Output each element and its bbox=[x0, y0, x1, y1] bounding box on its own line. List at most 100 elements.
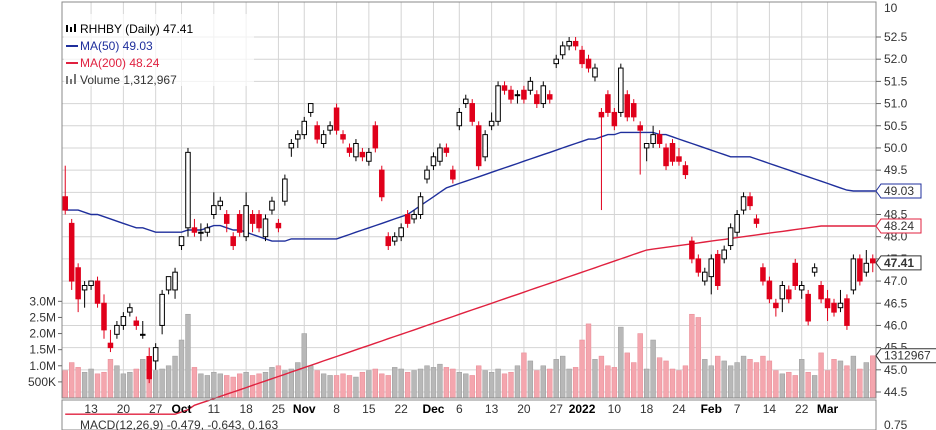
volume-bar bbox=[204, 375, 211, 399]
price-tick-label: 50.5 bbox=[884, 119, 908, 133]
candle-body bbox=[379, 169, 385, 198]
volume-bar bbox=[256, 373, 262, 399]
volume-bar bbox=[211, 371, 217, 399]
candle bbox=[643, 143, 650, 162]
candle bbox=[353, 139, 359, 162]
price-tick-label: 51.5 bbox=[884, 74, 908, 88]
candle-body bbox=[133, 320, 140, 326]
volume-bar bbox=[456, 371, 462, 399]
candle bbox=[88, 280, 94, 290]
candle-body bbox=[760, 267, 766, 282]
candle-body bbox=[579, 49, 585, 65]
volume-bar bbox=[637, 333, 643, 399]
candle bbox=[249, 210, 256, 233]
volume-bar bbox=[62, 370, 68, 399]
volume-bar bbox=[107, 359, 114, 399]
candle-body bbox=[366, 151, 372, 162]
volume-bar bbox=[521, 352, 527, 399]
candle-body bbox=[618, 67, 624, 113]
candle-body bbox=[236, 214, 243, 233]
candle-body bbox=[450, 169, 456, 180]
volume-bar bbox=[372, 368, 378, 399]
volume-bar bbox=[676, 370, 682, 399]
price-tick-label: 46.5 bbox=[884, 296, 908, 310]
candle-body bbox=[844, 298, 850, 326]
price-tick-label: 51.0 bbox=[884, 97, 908, 111]
candle bbox=[656, 130, 663, 148]
candle-body bbox=[786, 289, 792, 300]
candle bbox=[198, 223, 204, 242]
candle-body bbox=[269, 200, 275, 211]
candle-body bbox=[747, 196, 753, 207]
candle bbox=[243, 192, 249, 242]
candle bbox=[120, 312, 127, 330]
candle-body bbox=[605, 94, 611, 113]
candle bbox=[379, 165, 385, 202]
candle-body bbox=[456, 111, 463, 127]
volume-bar bbox=[766, 360, 773, 399]
volume-bar bbox=[669, 368, 676, 399]
candle bbox=[320, 130, 327, 148]
volume-bar bbox=[236, 373, 243, 399]
candle-body bbox=[863, 262, 870, 273]
macd-axis-label: 0.75 bbox=[884, 418, 908, 430]
candle bbox=[211, 192, 217, 219]
candle-body bbox=[585, 58, 592, 69]
candle-body bbox=[553, 58, 559, 65]
volume-tick-label: 1.0M bbox=[29, 359, 56, 373]
candle bbox=[714, 250, 721, 290]
candle-body bbox=[495, 85, 501, 122]
candle bbox=[256, 210, 262, 233]
volume-bar bbox=[592, 359, 598, 399]
legend-volume: Volume 1,312,967 bbox=[80, 73, 177, 87]
volume-bar bbox=[747, 359, 753, 399]
candle-body bbox=[346, 147, 353, 153]
candle-body bbox=[314, 125, 320, 140]
candle-body bbox=[404, 214, 411, 224]
x-tick-label: 24 bbox=[672, 402, 686, 416]
last-tag-volume: 1312967 bbox=[875, 348, 936, 364]
candle-body bbox=[792, 262, 799, 286]
candle bbox=[831, 298, 837, 317]
volume-bar bbox=[295, 362, 301, 399]
price-axis-top-label: 10 bbox=[884, 1, 898, 15]
x-tick-label: 20 bbox=[117, 402, 131, 416]
volume-bar bbox=[611, 367, 618, 399]
x-axis: 13 20 27 Oct 11 18 25 Nov 8 15 22 Dec 6 13 20 27 2022 10 1… bbox=[84, 402, 838, 416]
candle-body bbox=[107, 342, 114, 349]
legend-ma50: MA(50) 49.03 bbox=[80, 39, 153, 53]
volume-bar bbox=[301, 333, 307, 399]
candle-body bbox=[398, 227, 404, 238]
candle-body bbox=[146, 356, 152, 380]
candle-body bbox=[275, 222, 282, 229]
volume-bar bbox=[243, 371, 249, 399]
candle-body bbox=[430, 156, 437, 167]
candle bbox=[450, 165, 456, 184]
candle-body bbox=[676, 156, 682, 162]
candle-body bbox=[501, 85, 508, 91]
x-tick-label: Nov bbox=[293, 402, 316, 416]
candle bbox=[288, 139, 295, 157]
volume-bar bbox=[605, 365, 611, 399]
candle-body bbox=[637, 125, 643, 131]
volume-bar bbox=[404, 371, 411, 399]
candle bbox=[204, 223, 211, 237]
candle bbox=[824, 289, 831, 321]
candle-body bbox=[165, 276, 172, 291]
candle bbox=[566, 37, 572, 51]
candle bbox=[417, 192, 424, 219]
volume-bar bbox=[715, 355, 721, 399]
candle bbox=[62, 165, 68, 215]
candle-body bbox=[327, 125, 333, 131]
candle-body bbox=[527, 80, 534, 91]
candle-body bbox=[824, 298, 831, 309]
x-tick-label: 10 bbox=[608, 402, 622, 416]
candle-body bbox=[223, 214, 230, 224]
candle-body bbox=[650, 134, 656, 144]
volume-bar bbox=[560, 355, 566, 399]
volume-bar bbox=[831, 359, 837, 399]
volume-bar bbox=[275, 365, 282, 399]
candle bbox=[811, 263, 818, 277]
candle-body bbox=[779, 285, 786, 300]
